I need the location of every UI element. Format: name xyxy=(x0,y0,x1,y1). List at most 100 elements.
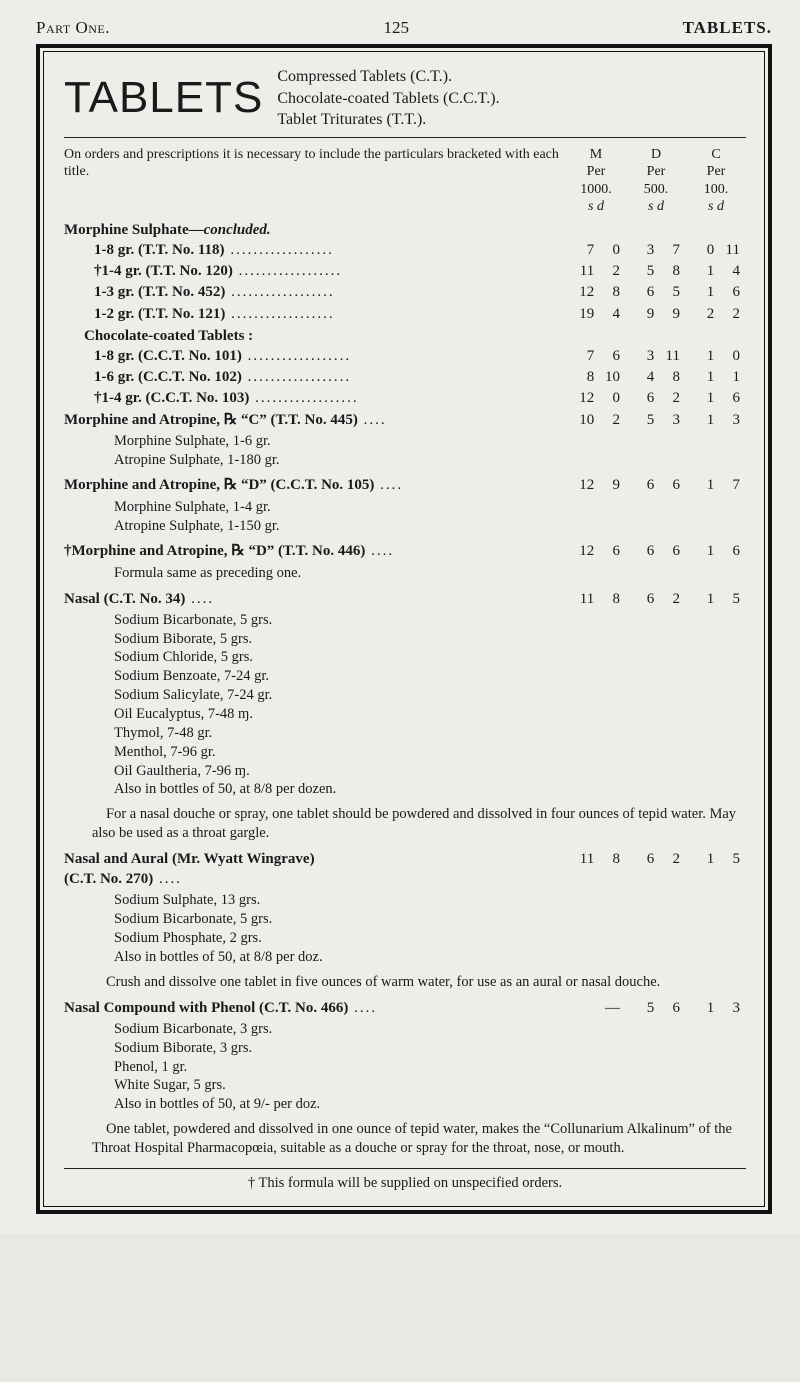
row-label: †1-4 gr. (T.T. No. 120) ................… xyxy=(64,261,566,281)
price-cell: 5 3 xyxy=(626,410,686,430)
price-cell: 19 4 xyxy=(566,304,626,324)
item-title: Nasal and Aural (Mr. Wyatt Wingrave) (C.… xyxy=(64,849,566,890)
col-head-cell: s d xyxy=(686,198,746,216)
price-cell: 11 2 xyxy=(566,261,626,281)
price-cell: 1 3 xyxy=(686,998,746,1018)
price-cell: 6 2 xyxy=(626,388,686,408)
col-head-cell: Per xyxy=(686,163,746,181)
section-head-text: Chocolate-coated Tablets : xyxy=(84,328,253,344)
formula-block: Sodium Bicarbonate, 5 grs. Sodium Bibora… xyxy=(114,611,746,799)
item-paragraph: For a nasal douche or spray, one tablet … xyxy=(92,805,746,843)
price-cell: 1 4 xyxy=(686,261,746,281)
item-row: Nasal Compound with Phenol (C.T. No. 466… xyxy=(64,998,746,1018)
price-cell: 1 7 xyxy=(686,475,746,495)
item-paragraph: Crush and dissolve one tablet in five ou… xyxy=(92,973,746,992)
formula-block: Sodium Bicarbonate, 3 grs. Sodium Bibora… xyxy=(114,1020,746,1114)
item-paragraph: One tablet, powdered and dissolved in on… xyxy=(92,1120,746,1158)
price-row: †1-4 gr. (T.T. No. 120) ................… xyxy=(64,261,746,281)
price-row: 1-8 gr. (C.C.T. No. 101) ...............… xyxy=(64,346,746,366)
price-cell: 5 6 xyxy=(626,998,686,1018)
price-row: †1-4 gr. (C.C.T. No. 103) ..............… xyxy=(64,388,746,408)
row-label: 1-3 gr. (T.T. No. 452) .................… xyxy=(64,282,566,302)
price-cell: 7 6 xyxy=(566,346,626,366)
price-cell: 6 2 xyxy=(626,589,686,609)
masthead-subtitle: Compressed Tablets (C.T.). Chocolate-coa… xyxy=(277,66,499,131)
rule xyxy=(64,137,746,138)
item-row: Nasal and Aural (Mr. Wyatt Wingrave) (C.… xyxy=(64,849,746,890)
item-row: Morphine and Atropine, ℞ “D” (C.C.T. No.… xyxy=(64,475,746,495)
price-cell: 1 1 xyxy=(686,367,746,387)
price-cell: 12 0 xyxy=(566,388,626,408)
formula-block: Morphine Sulphate, 1-6 gr. Atropine Sulp… xyxy=(114,432,746,470)
masthead-line: Compressed Tablets (C.T.). xyxy=(277,68,452,85)
col-head-cell: D xyxy=(626,146,686,164)
price-row: 1-8 gr. (T.T. No. 118) .................… xyxy=(64,240,746,260)
section-head: Chocolate-coated Tablets : xyxy=(64,328,746,345)
outer-frame: TABLETS Compressed Tablets (C.T.). Choco… xyxy=(36,44,772,1214)
masthead-line: Tablet Triturates (T.T.). xyxy=(277,111,426,128)
inner-frame: TABLETS Compressed Tablets (C.T.). Choco… xyxy=(43,51,765,1207)
col-head-cell: 500. xyxy=(626,181,686,199)
price-cell: 12 9 xyxy=(566,475,626,495)
price-cell: 6 2 xyxy=(626,849,686,869)
price-cell: 2 2 xyxy=(686,304,746,324)
footnote-rule xyxy=(64,1168,746,1169)
price-cell: 1 0 xyxy=(686,346,746,366)
col-head-C: C Per 100. s d xyxy=(686,146,746,216)
row-label: †1-4 gr. (C.C.T. No. 103) ..............… xyxy=(64,388,566,408)
formula-block: Sodium Sulphate, 13 grs. Sodium Bicarbon… xyxy=(114,891,746,966)
section-head: Morphine Sulphate—concluded. xyxy=(64,222,746,239)
column-headings: On orders and prescriptions it is necess… xyxy=(64,146,746,216)
price-row: 1-3 gr. (T.T. No. 452) .................… xyxy=(64,282,746,302)
masthead: TABLETS Compressed Tablets (C.T.). Choco… xyxy=(64,66,746,131)
row-label: 1-8 gr. (C.C.T. No. 101) ...............… xyxy=(64,346,566,366)
price-cell: 11 8 xyxy=(566,589,626,609)
col-head-D: D Per 500. s d xyxy=(626,146,686,216)
price-cell: 10 2 xyxy=(566,410,626,430)
item-title: Nasal (C.T. No. 34) .... xyxy=(64,589,566,609)
price-cell: 1 5 xyxy=(686,589,746,609)
price-cell: 7 0 xyxy=(566,240,626,260)
price-cell: 1 6 xyxy=(686,388,746,408)
price-cell: 1 6 xyxy=(686,282,746,302)
section-head-text: Morphine Sulphate—concluded. xyxy=(64,222,271,238)
price-cell: 3 7 xyxy=(626,240,686,260)
col-head-M: M Per 1000. s d xyxy=(566,146,626,216)
row-label: 1-2 gr. (T.T. No. 121) .................… xyxy=(64,304,566,324)
footnote: † This formula will be supplied on unspe… xyxy=(64,1175,746,1192)
item-title: †Morphine and Atropine, ℞ “D” (T.T. No. … xyxy=(64,541,566,561)
price-cell: 6 5 xyxy=(626,282,686,302)
price-cell: 9 9 xyxy=(626,304,686,324)
price-cell: 8 10 xyxy=(566,367,626,387)
item-row: Morphine and Atropine, ℞ “C” (T.T. No. 4… xyxy=(64,410,746,430)
price-row: 1-6 gr. (C.C.T. No. 102) ...............… xyxy=(64,367,746,387)
item-row: †Morphine and Atropine, ℞ “D” (T.T. No. … xyxy=(64,541,746,561)
item-title: Nasal Compound with Phenol (C.T. No. 466… xyxy=(64,998,566,1018)
price-cell: 1 6 xyxy=(686,541,746,561)
price-cell: 1 3 xyxy=(686,410,746,430)
price-cell: 12 6 xyxy=(566,541,626,561)
col-head-cell: 100. xyxy=(686,181,746,199)
price-cell: — xyxy=(566,998,626,1018)
running-head-right: TABLETS. xyxy=(683,18,772,38)
price-cell: 3 11 xyxy=(626,346,686,366)
price-cell: 11 8 xyxy=(566,849,626,869)
col-head-cell: s d xyxy=(566,198,626,216)
running-head-left: Part One. xyxy=(36,18,110,38)
masthead-line: Chocolate-coated Tablets (C.C.T.). xyxy=(277,90,499,107)
col-head-cell: M xyxy=(566,146,626,164)
col-head-cell: Per xyxy=(626,163,686,181)
price-cell: 6 6 xyxy=(626,541,686,561)
page: Part One. 125 TABLETS. TABLETS Compresse… xyxy=(0,0,800,1234)
item-title: Morphine and Atropine, ℞ “C” (T.T. No. 4… xyxy=(64,410,566,430)
col-head-cell: C xyxy=(686,146,746,164)
price-cell: 1 5 xyxy=(686,849,746,869)
col-head-cell: Per xyxy=(566,163,626,181)
col-head-cell: s d xyxy=(626,198,686,216)
row-label: 1-8 gr. (T.T. No. 118) .................… xyxy=(64,240,566,260)
col-head-cell: 1000. xyxy=(566,181,626,199)
price-cell: 4 8 xyxy=(626,367,686,387)
intro-text: On orders and prescriptions it is necess… xyxy=(64,146,566,216)
running-head-center: 125 xyxy=(384,18,410,38)
formula-block: Formula same as preceding one. xyxy=(114,564,746,583)
